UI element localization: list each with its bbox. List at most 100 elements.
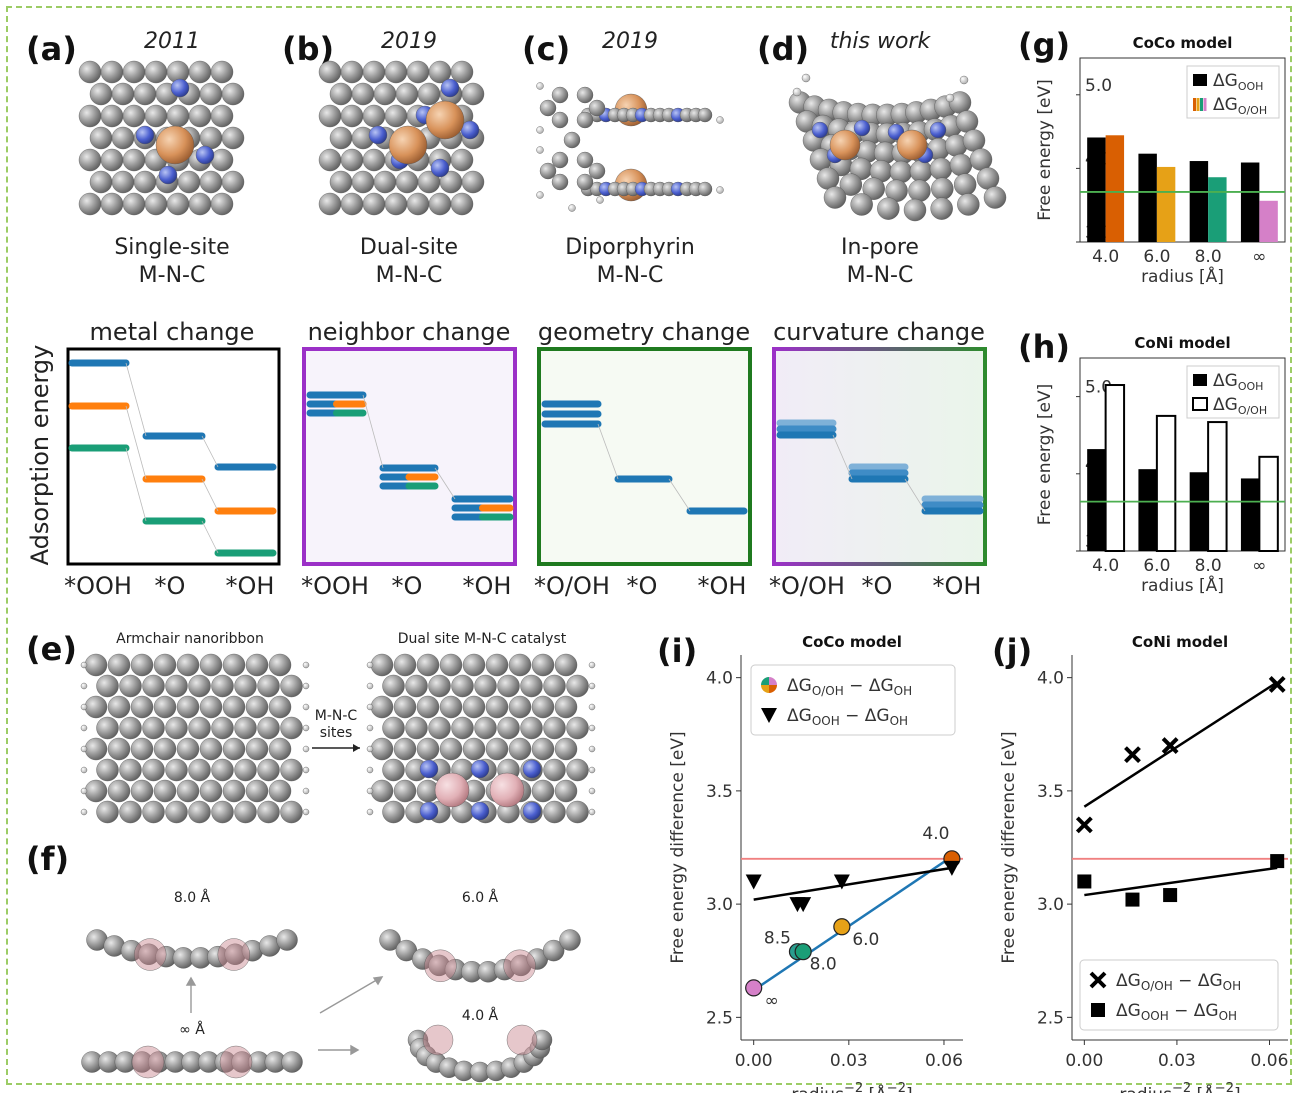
data-point (1161, 737, 1179, 755)
data-point (833, 874, 850, 890)
carbon-atom (142, 800, 165, 824)
hydrogen-atom (366, 682, 374, 690)
carbon-atom (188, 716, 211, 740)
connector (125, 405, 147, 480)
legend-sub: OH (1223, 979, 1241, 993)
carbon-atom (393, 779, 417, 803)
carbon-atom (234, 800, 257, 824)
plot-frame (1079, 57, 1286, 243)
carbon-atom (234, 674, 257, 698)
carbon-atom (576, 111, 594, 129)
carbon-atom (130, 653, 154, 677)
hydrogen-atom (366, 787, 374, 795)
y-tick-label: 2.5 (706, 1008, 733, 1028)
carbon-atom (551, 173, 569, 191)
carbon-atom (531, 1029, 553, 1051)
point-label: 8.5 (764, 929, 791, 949)
carbon-atom (839, 173, 863, 196)
metal-atom (896, 129, 928, 161)
bar-o-oh (1207, 421, 1228, 552)
carbon-atom (382, 674, 405, 698)
carbon-atom (234, 758, 257, 782)
carbon-atom (474, 674, 497, 698)
hydrogen-atom (80, 724, 88, 732)
carbon-atom (268, 653, 292, 677)
carbon-atom (340, 60, 364, 84)
x-axis-sup: −2 (1172, 1081, 1191, 1093)
data-point (795, 897, 812, 913)
legend-swatch-o-oh (1200, 98, 1203, 111)
data-point (1270, 854, 1285, 869)
carbon-atom (417, 82, 441, 106)
data-point (745, 979, 763, 997)
carbon-atom (930, 197, 953, 220)
carbon-atom (176, 653, 200, 677)
carbon-atom (588, 99, 606, 117)
nitrogen-atom (811, 121, 829, 139)
hydrogen-atom (536, 191, 544, 199)
x-tick-label: ∞ (1252, 556, 1266, 576)
hydrogen-atom (366, 703, 374, 711)
bar-ooh (1138, 153, 1157, 242)
carbon-atom (362, 148, 386, 172)
carbon-atom (428, 192, 452, 216)
carbon-atom (111, 170, 135, 194)
hydrogen-atom (588, 808, 596, 816)
carbon-atom (210, 104, 234, 128)
carbon-atom (559, 929, 581, 951)
carbon-atom (281, 1051, 303, 1073)
carbon-atom (78, 104, 102, 128)
carbon-atom (373, 82, 397, 106)
nitrogen-atom (440, 78, 460, 98)
hydrogen-atom (302, 724, 310, 732)
nitrogen-atom (135, 125, 155, 145)
hydrogen-atom (716, 116, 724, 124)
hydrogen-atom (302, 787, 310, 795)
curvature-x-ooh: *O/OH (769, 572, 845, 600)
legend-marker (761, 708, 777, 723)
bar-ooh (1189, 161, 1209, 242)
carbon-atom (276, 929, 298, 951)
hydrogen-atom (792, 87, 802, 97)
connector (597, 423, 619, 480)
carbon-atom (450, 60, 474, 84)
carbon-atom (531, 737, 555, 761)
carbon-atom (362, 60, 386, 84)
legend-marker (769, 685, 777, 693)
data-point (1075, 816, 1093, 834)
carbon-atom (382, 800, 405, 824)
point-label: 6.0 (852, 930, 879, 950)
carbon-atom (268, 695, 292, 719)
geometry-x-ooh: *O/OH (534, 572, 610, 600)
carbon-atom (165, 716, 188, 740)
curvature-x-oh: *OH (933, 572, 982, 600)
carbon-atom (210, 192, 234, 216)
legend-swatch-o-oh (1203, 98, 1207, 111)
carbon-atom (395, 82, 419, 106)
carbon-atom (566, 758, 589, 782)
carbon-atom (144, 60, 168, 84)
carbon-atom (245, 695, 269, 719)
legend-swatch-o-oh (1196, 98, 1200, 111)
data-point (1163, 888, 1178, 903)
hydrogen-atom (588, 766, 596, 774)
carbon-atom (576, 86, 594, 104)
legend-sub: OOH (1141, 1009, 1169, 1023)
carbon-atom (508, 653, 532, 677)
carbon-atom (188, 758, 211, 782)
bar-ooh (1138, 469, 1157, 551)
carbon-atom (889, 160, 913, 184)
y-tick-label: 3.0 (706, 895, 733, 915)
plot-frame (1079, 357, 1286, 552)
connector (201, 520, 219, 554)
energy-levels (68, 359, 984, 557)
carbon-atom (462, 695, 486, 719)
legend-sub: OH (1219, 1009, 1237, 1023)
x-tick-label: 0.03 (1158, 1051, 1196, 1071)
legend-text: − ΔG (840, 706, 890, 726)
carbon-atom (210, 60, 234, 84)
carbon-atom (384, 192, 408, 216)
hydrogen-atom (568, 204, 576, 212)
bar-o-oh (1155, 414, 1177, 552)
carbon-atom (929, 157, 953, 181)
